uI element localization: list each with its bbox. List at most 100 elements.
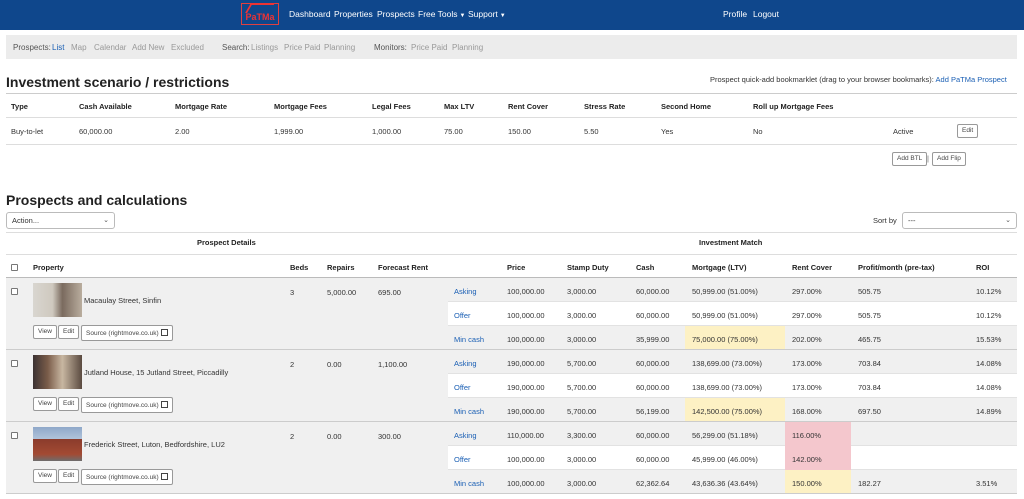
scenario-label[interactable]: Offer xyxy=(454,311,471,320)
subnav-price-paid[interactable]: Price Paid xyxy=(284,43,321,52)
nav-dashboard[interactable]: Dashboard xyxy=(289,9,331,19)
subnav-list[interactable]: List xyxy=(52,43,65,52)
view-button[interactable]: View xyxy=(33,469,57,483)
subnav-monitor-planning[interactable]: Planning xyxy=(452,43,484,52)
subnav-calendar[interactable]: Calendar xyxy=(94,43,127,52)
scenario-label[interactable]: Min cash xyxy=(454,407,485,416)
source-button[interactable]: Source (rightmove.co.uk) xyxy=(81,469,173,485)
edit-button[interactable]: Edit xyxy=(58,397,80,411)
price-value: 190,000.00 xyxy=(507,407,545,416)
price-value: 110,000.00 xyxy=(507,431,544,440)
stamp-duty-value: 3,300.00 xyxy=(567,431,597,440)
scenario-label[interactable]: Min cash xyxy=(454,479,485,488)
scenario-label[interactable]: Asking xyxy=(454,359,477,368)
nav-support[interactable]: Support ▼ xyxy=(468,9,506,19)
scenario-label[interactable]: Asking xyxy=(454,287,477,296)
add-flip-button[interactable]: Add Flip xyxy=(932,152,966,166)
property-beds: 3 xyxy=(290,288,295,297)
subnav-map[interactable]: Map xyxy=(71,43,87,52)
edit-button[interactable]: Edit xyxy=(58,325,80,339)
match-row-bg xyxy=(448,278,1017,302)
subnav-planning[interactable]: Planning xyxy=(324,43,356,52)
price-value: 100,000.00 xyxy=(507,287,545,296)
mortgage-highlight xyxy=(685,326,785,350)
property-thumbnail[interactable] xyxy=(33,427,82,461)
sort-select[interactable]: --- ⌄ xyxy=(902,212,1017,229)
prospect-checkbox[interactable] xyxy=(11,432,18,439)
action-select-value: Action... xyxy=(12,216,40,225)
header-beds: Beds xyxy=(290,263,309,272)
roi-value: 10.12% xyxy=(976,287,1002,296)
prospects-title: Prospects and calculations xyxy=(6,192,188,208)
chevron-down-icon: ▼ xyxy=(459,13,466,19)
nav-logout[interactable]: Logout xyxy=(753,9,779,19)
nav-prospects[interactable]: Prospects xyxy=(377,9,415,19)
nav-free-tools[interactable]: Free Tools ▼ xyxy=(418,9,465,19)
header-mortgage: Mortgage (LTV) xyxy=(692,263,747,272)
scenario-label[interactable]: Asking xyxy=(454,431,477,440)
nav-free-tools-label: Free Tools xyxy=(418,9,458,19)
external-link-icon xyxy=(160,329,168,336)
scenario-title: Investment scenario / restrictions xyxy=(6,74,230,90)
sort-label: Sort by xyxy=(873,216,897,225)
scenario-label[interactable]: Offer xyxy=(454,455,471,464)
cash-value: 60,000.00 xyxy=(636,431,670,440)
scenario-edit-button[interactable]: Edit xyxy=(957,124,979,138)
prospect-checkbox[interactable] xyxy=(11,360,18,367)
stamp-duty-value: 5,700.00 xyxy=(567,407,597,416)
subnav-excluded[interactable]: Excluded xyxy=(171,43,204,52)
scenario-value-max-ltv: 75.00 xyxy=(444,127,463,136)
prospects-subnav: Prospects: List Map Calendar Add New Exc… xyxy=(6,35,1017,59)
source-button[interactable]: Source (rightmove.co.uk) xyxy=(81,397,173,413)
subnav-listings[interactable]: Listings xyxy=(251,43,279,52)
property-repairs: 0.00 xyxy=(327,432,342,441)
header-rent-cover: Rent Cover xyxy=(792,263,833,272)
property-thumbnail[interactable] xyxy=(33,283,82,317)
mortgage-highlight xyxy=(685,398,785,422)
bookmarklet-link[interactable]: Add PaTMa Prospect xyxy=(935,75,1007,84)
edit-button[interactable]: Edit xyxy=(58,469,80,483)
stamp-duty-value: 3,000.00 xyxy=(567,287,597,296)
subnav-monitor-price-paid[interactable]: Price Paid xyxy=(411,43,448,52)
patma-logo[interactable]: PaTMa xyxy=(241,3,279,25)
nav-properties[interactable]: Properties xyxy=(334,9,373,19)
source-button-label: Source (rightmove.co.uk) xyxy=(86,330,159,337)
price-value: 190,000.00 xyxy=(507,359,545,368)
header-profit: Profit/month (pre-tax) xyxy=(858,263,935,272)
cash-value: 35,999.00 xyxy=(636,335,670,344)
scenario-label[interactable]: Offer xyxy=(454,383,471,392)
scenario-value-roll-up-fees: No xyxy=(753,127,763,136)
view-button[interactable]: View xyxy=(33,325,57,339)
scenario-value-second-home: Yes xyxy=(661,127,674,136)
rent-cover-warning xyxy=(785,446,851,470)
scenario-value-cash-available: 60,000.00 xyxy=(79,127,113,136)
property-name[interactable]: Macaulay Street, Sinfin xyxy=(84,296,162,305)
roi-value: 14.08% xyxy=(976,359,1002,368)
property-name[interactable]: Frederick Street, Luton, Bedfordshire, L… xyxy=(84,440,225,449)
scenario-label[interactable]: Min cash xyxy=(454,335,485,344)
prospect-checkbox[interactable] xyxy=(11,288,18,295)
rent-cover-value: 297.00% xyxy=(792,287,822,296)
rent-cover-value: 168.00% xyxy=(792,407,822,416)
price-value: 190,000.00 xyxy=(507,383,545,392)
property-repairs: 0.00 xyxy=(327,360,342,369)
match-row-bg xyxy=(448,350,1017,374)
property-name[interactable]: Jutland House, 15 Jutland Street, Piccad… xyxy=(84,368,229,377)
select-all-checkbox[interactable] xyxy=(11,264,18,271)
header-forecast-rent: Forecast Rent xyxy=(378,263,429,272)
mortgage-value: 138,699.00 (73.00%) xyxy=(692,359,763,368)
rent-cover-value: 150.00% xyxy=(792,479,822,488)
property-forecast-rent: 695.00 xyxy=(378,288,401,297)
bookmarklet-text: Prospect quick-add bookmarklet (drag to … xyxy=(710,75,934,84)
add-btl-button[interactable]: Add BTL xyxy=(892,152,928,166)
property-repairs: 5,000.00 xyxy=(327,288,357,297)
external-link-icon xyxy=(160,473,168,480)
subnav-add-new[interactable]: Add New xyxy=(132,43,165,52)
action-select[interactable]: Action... ⌄ xyxy=(6,212,115,229)
source-button[interactable]: Source (rightmove.co.uk) xyxy=(81,325,173,341)
view-button[interactable]: View xyxy=(33,397,57,411)
property-thumbnail[interactable] xyxy=(33,355,82,389)
profit-value: 505.75 xyxy=(858,287,881,296)
mortgage-value: 50,999.00 (51.00%) xyxy=(692,287,758,296)
nav-profile[interactable]: Profile xyxy=(723,9,748,19)
